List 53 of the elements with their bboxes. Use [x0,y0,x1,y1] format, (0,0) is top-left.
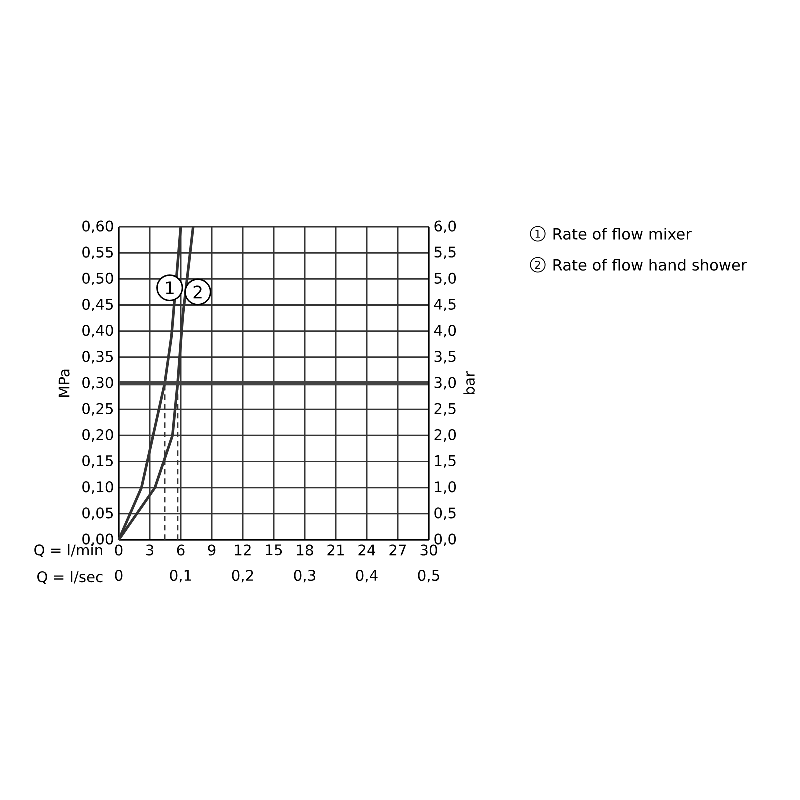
x-tick-label: 18 [297,544,314,556]
x2-tick-label: 0,1 [170,570,192,583]
text: Rate of flow mixer [554,228,692,240]
y2-tick-label: 5,0 [434,272,456,286]
x-tick-label: 12 [235,544,251,556]
x-tick-label: 24 [358,544,376,556]
y-tick-label: 0,15 [82,455,114,468]
y-tick-label: 0,05 [82,508,114,520]
y2-tick-label: 0,5 [434,508,456,520]
y2-tick-label: 3,0 [434,377,456,390]
x-tick-label: 9 [208,544,216,556]
y2-tick-label: 4,0 [434,325,456,338]
y-tick-label: 0,50 [82,272,114,286]
y-tick-label: 0,35 [82,351,114,364]
x2-tick-label: 0,5 [418,570,440,583]
x-tick-label: 3 [146,544,154,556]
x2-tick-label: 0,3 [294,570,316,583]
y-tick-label: 0,60 [82,220,114,234]
x-tick-label: 27 [390,544,406,556]
y2-tick-label: 1,0 [435,482,456,494]
x-axis-title: Q = l/min [34,544,102,558]
x2-tick-label: 0 [115,570,123,582]
x-tick-label: 30 [420,544,438,556]
y-tick-label: 0,40 [82,325,114,338]
x2-tick-label: 0,2 [232,570,254,583]
y2-tick-label: 1,5 [435,456,456,468]
y2-tick-label: 2,0 [434,429,456,442]
y-tick-label: 0,00 [82,534,114,546]
y2-tick-label: 3,5 [434,351,456,364]
y-tick-label: 0,20 [82,429,114,442]
x-tick-label: 0 [115,544,123,556]
y-tick-label: 0,10 [82,482,114,494]
annotation: 2 [194,286,202,299]
x-tick-label: 15 [266,544,282,556]
y2-tick-label: 2,5 [434,403,456,416]
x-tick-label: 21 [328,544,344,556]
y-tick-label: 0,45 [82,298,114,312]
y-tick-label: 0,55 [82,246,114,260]
text: Rate of flow hand shower [554,259,748,271]
y2-tick-label: 0,0 [434,534,456,546]
y2-axis-title: bar [464,371,475,394]
annotation: 1 [166,282,174,294]
y2-tick-label: 5,5 [434,246,456,260]
text: 2 [535,261,540,269]
x2-axis-title: Q = l/sec [38,571,103,584]
x2-tick-label: 0,4 [356,570,378,583]
y-tick-label: 0,30 [82,377,114,390]
y-tick-label: 0,25 [82,403,114,416]
y-axis-title: MPa [58,370,70,397]
text: 1 [536,230,540,238]
y2-tick-label: 4,5 [434,299,456,312]
y2-tick-label: 6,0 [434,220,456,234]
x-tick-label: 6 [177,544,185,556]
